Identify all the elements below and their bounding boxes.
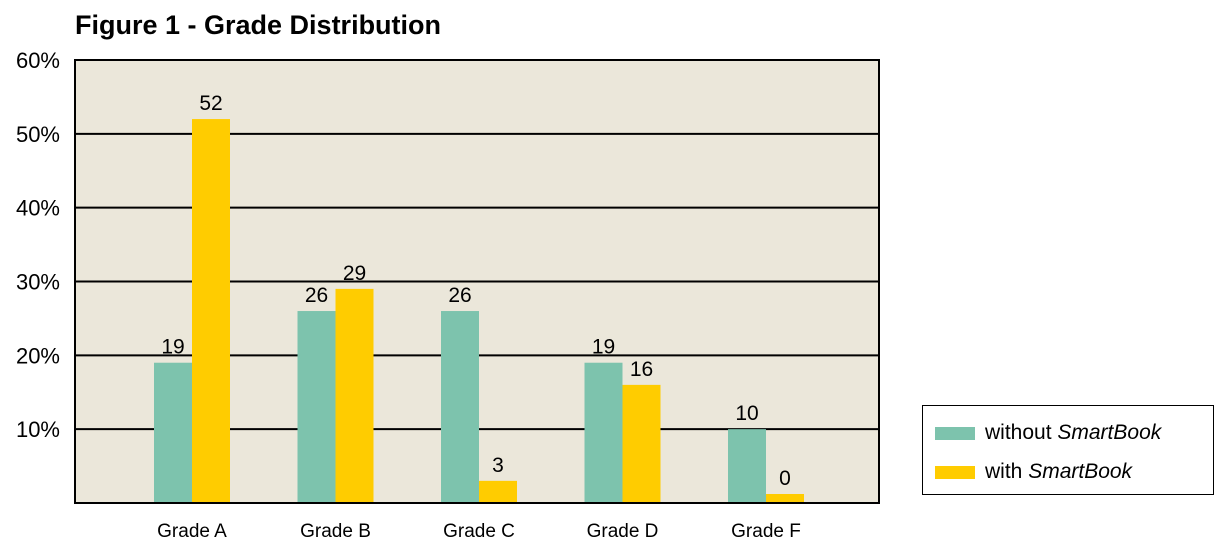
bar-without-grade-b bbox=[297, 311, 336, 503]
bar-without-grade-a bbox=[154, 362, 192, 503]
y-tick-label: 20% bbox=[16, 343, 60, 368]
y-tick-label: 40% bbox=[16, 196, 60, 221]
legend-label-prefix: without bbox=[985, 421, 1058, 444]
x-tick-label: Grade A bbox=[157, 521, 227, 542]
plot-border bbox=[74, 59, 880, 504]
bar-without-grade-d bbox=[584, 362, 623, 503]
data-label: 3 bbox=[492, 454, 504, 477]
bar-with-grade-b bbox=[335, 288, 374, 503]
bar-with-grade-a bbox=[192, 119, 230, 504]
legend-item-with-smartbook: with SmartBook bbox=[935, 459, 1132, 485]
y-tick-label: 30% bbox=[16, 270, 60, 295]
data-label: 0 bbox=[779, 467, 791, 490]
bar-with-grade-c bbox=[479, 480, 517, 503]
x-tick-label: Grade C bbox=[443, 521, 515, 542]
x-tick-label: Grade B bbox=[300, 521, 371, 542]
chart-title: Figure 1 - Grade Distribution bbox=[75, 10, 442, 40]
data-label: 29 bbox=[343, 262, 366, 285]
bar-with-grade-f bbox=[766, 494, 804, 503]
data-label: 10 bbox=[735, 402, 758, 425]
legend-swatch-without-smartbook bbox=[935, 426, 975, 440]
x-tick-label: Grade D bbox=[587, 521, 659, 542]
x-tick-label: Grade F bbox=[731, 521, 801, 542]
chart-legend: without SmartBook with SmartBook bbox=[922, 405, 1214, 495]
legend-item-without-smartbook: without SmartBook bbox=[935, 420, 1161, 446]
data-label: 26 bbox=[448, 284, 471, 307]
data-label: 16 bbox=[630, 358, 653, 381]
bar-without-grade-f bbox=[728, 429, 766, 503]
legend-label-prefix: with bbox=[985, 460, 1029, 483]
bar-without-grade-c bbox=[441, 311, 479, 503]
y-tick-label: 50% bbox=[16, 122, 60, 147]
bar-with-grade-d bbox=[622, 384, 661, 503]
data-label: 19 bbox=[161, 336, 184, 359]
y-tick-label: 10% bbox=[16, 417, 60, 442]
legend-label-brand: SmartBook bbox=[1057, 421, 1162, 444]
y-tick-label: 60% bbox=[16, 48, 60, 73]
data-label: 52 bbox=[199, 92, 222, 115]
legend-swatch-with-smartbook bbox=[935, 465, 975, 479]
legend-label-brand: SmartBook bbox=[1028, 460, 1133, 483]
data-label: 26 bbox=[305, 284, 328, 307]
legend-label-with-smartbook: with SmartBook bbox=[985, 460, 1132, 484]
data-label: 19 bbox=[592, 336, 615, 359]
legend-label-without-smartbook: without SmartBook bbox=[985, 421, 1161, 445]
